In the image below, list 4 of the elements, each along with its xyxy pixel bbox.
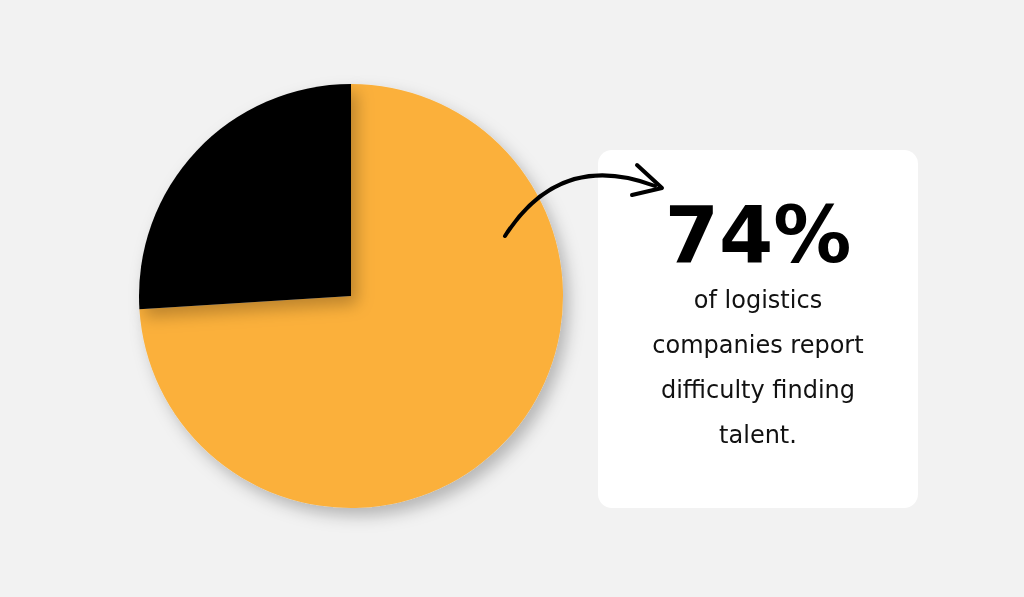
pie-slice: [139, 84, 563, 508]
pie-slice: [139, 84, 351, 310]
text: 74%: [664, 190, 852, 280]
text: of logistics companies report difficulty finding talent.: [652, 286, 864, 449]
